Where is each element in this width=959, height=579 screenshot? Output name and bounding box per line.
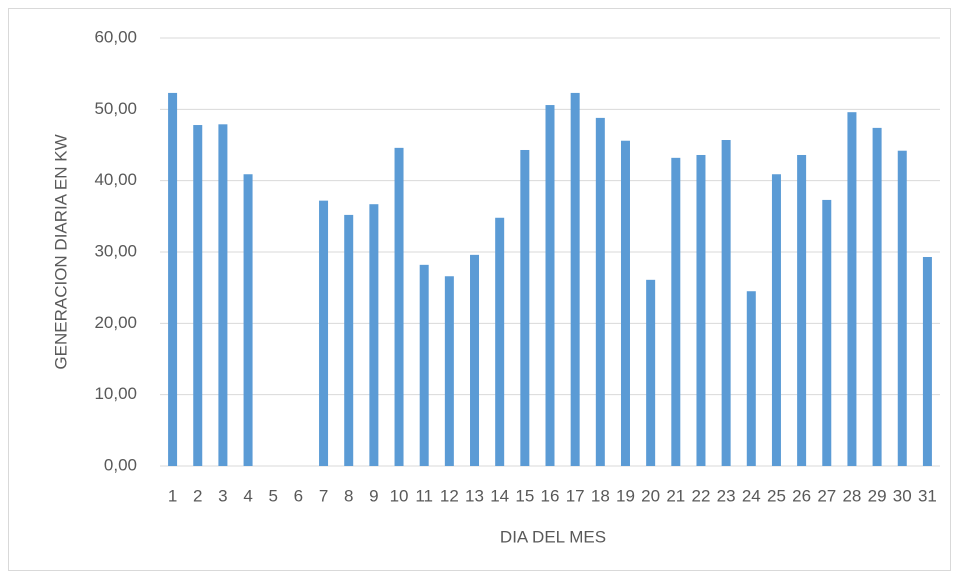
bar xyxy=(520,149,530,466)
x-tick-label: 13 xyxy=(465,486,484,505)
y-tick-label: 40,00 xyxy=(94,170,137,189)
y-tick-label: 20,00 xyxy=(94,313,137,332)
x-tick-label: 14 xyxy=(490,486,509,505)
bar xyxy=(746,291,756,466)
x-tick-label: 5 xyxy=(268,486,277,505)
x-tick-label: 16 xyxy=(541,486,560,505)
x-tick-label: 15 xyxy=(515,486,534,505)
bar xyxy=(847,112,857,466)
bar xyxy=(822,199,832,466)
bar xyxy=(218,124,228,467)
bar xyxy=(394,147,404,466)
x-tick-label: 20 xyxy=(641,486,660,505)
x-tick-label: 9 xyxy=(369,486,378,505)
x-tick-label: 17 xyxy=(566,486,585,505)
x-tick-label: 30 xyxy=(893,486,912,505)
x-tick-label: 10 xyxy=(390,486,409,505)
bar xyxy=(897,150,907,466)
y-tick-label: 30,00 xyxy=(94,241,137,260)
bar xyxy=(797,154,807,466)
x-tick-label: 21 xyxy=(666,486,685,505)
bar xyxy=(369,204,379,466)
x-tick-label: 11 xyxy=(415,486,433,505)
x-tick-label: 8 xyxy=(344,486,353,505)
bar xyxy=(545,105,555,466)
x-tick-label: 3 xyxy=(218,486,227,505)
x-tick-label: 1 xyxy=(168,486,177,505)
y-tick-label: 10,00 xyxy=(94,384,137,403)
x-tick-label: 27 xyxy=(817,486,836,505)
x-axis-label: DIA DEL MES xyxy=(500,527,606,546)
x-tick-label: 24 xyxy=(742,486,761,505)
x-tick-label: 4 xyxy=(243,486,252,505)
bar xyxy=(495,217,505,466)
x-tick-label: 19 xyxy=(616,486,635,505)
bar xyxy=(470,254,480,466)
bar xyxy=(168,92,178,466)
x-tick-label: 18 xyxy=(591,486,610,505)
bar xyxy=(872,127,882,466)
x-tick-label: 31 xyxy=(918,486,937,505)
x-tick-label: 26 xyxy=(792,486,811,505)
bar xyxy=(444,276,454,466)
x-tick-label: 28 xyxy=(842,486,861,505)
bar xyxy=(620,140,630,466)
y-tick-label: 0,00 xyxy=(104,455,137,474)
bar xyxy=(319,200,329,466)
bar xyxy=(922,256,932,466)
bar xyxy=(243,174,253,466)
x-tick-label: 2 xyxy=(193,486,202,505)
x-tick-label: 22 xyxy=(692,486,711,505)
x-tick-label: 6 xyxy=(294,486,303,505)
bar xyxy=(696,154,706,466)
bar xyxy=(646,279,656,466)
y-tick-label: 50,00 xyxy=(94,99,137,118)
chart-border xyxy=(8,8,951,571)
bar xyxy=(671,157,681,466)
y-tick-label: 60,00 xyxy=(94,27,137,46)
x-tick-label: 23 xyxy=(717,486,736,505)
bar xyxy=(595,117,605,466)
bar xyxy=(721,140,731,467)
bar xyxy=(193,125,203,466)
x-tick-label: 29 xyxy=(868,486,887,505)
bar xyxy=(344,214,354,466)
x-tick-label: 7 xyxy=(319,486,328,505)
x-tick-label: 25 xyxy=(767,486,786,505)
bar xyxy=(419,264,429,466)
bar xyxy=(771,174,781,466)
y-axis-label: GENERACION DIARIA EN KW xyxy=(51,134,70,369)
x-tick-label: 12 xyxy=(440,486,459,505)
bar xyxy=(570,92,580,466)
